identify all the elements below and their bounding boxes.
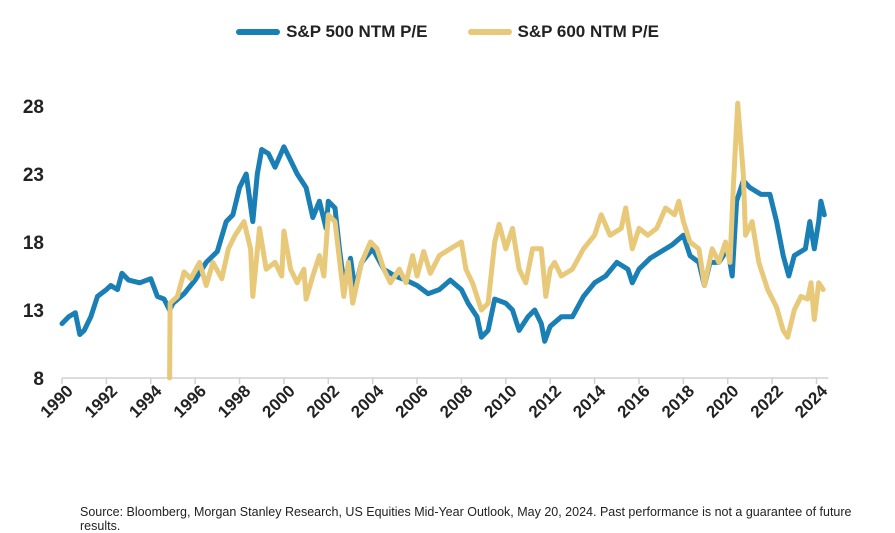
x-tick-label: 2002 (303, 381, 343, 421)
y-tick-label: 28 (23, 97, 44, 118)
x-tick-label: 2004 (347, 381, 388, 422)
x-tick-label: 2024 (791, 381, 832, 422)
x-tick-label: 1996 (170, 381, 210, 421)
x-tick-label: 2010 (480, 381, 520, 421)
x-tick-label: 2014 (569, 381, 610, 422)
x-tick-label: 2000 (259, 381, 299, 421)
series-line-sp500 (59, 144, 827, 344)
legend-label-sp600: S&P 600 NTM P/E (517, 22, 659, 41)
x-tick-label: 2022 (747, 381, 787, 421)
y-tick-label: 23 (23, 165, 44, 186)
legend-swatch-sp500 (236, 29, 281, 35)
y-tick-label: 18 (23, 233, 44, 254)
x-tick-label: 2006 (392, 381, 432, 421)
x-tick-label: 2020 (702, 381, 742, 421)
x-tick-label: 2018 (658, 381, 698, 421)
series-line-sp600 (167, 100, 826, 381)
legend-item-sp500: S&P 500 NTM P/E (236, 22, 428, 42)
y-tick-label: 13 (23, 301, 44, 322)
y-tick-label: 8 (33, 369, 44, 390)
legend: S&P 500 NTM P/E S&P 600 NTM P/E (0, 22, 895, 42)
x-tick-label: 2016 (614, 381, 654, 421)
x-tick-label: 1998 (214, 381, 254, 421)
x-tick-label: 2012 (525, 381, 565, 421)
x-tick-label: 1992 (81, 381, 121, 421)
legend-item-sp600: S&P 600 NTM P/E (467, 22, 659, 42)
legend-swatch-sp600 (467, 29, 512, 35)
x-tick-label: 1994 (125, 381, 166, 422)
legend-label-sp500: S&P 500 NTM P/E (286, 22, 428, 41)
x-tick-label: 2008 (436, 381, 476, 421)
